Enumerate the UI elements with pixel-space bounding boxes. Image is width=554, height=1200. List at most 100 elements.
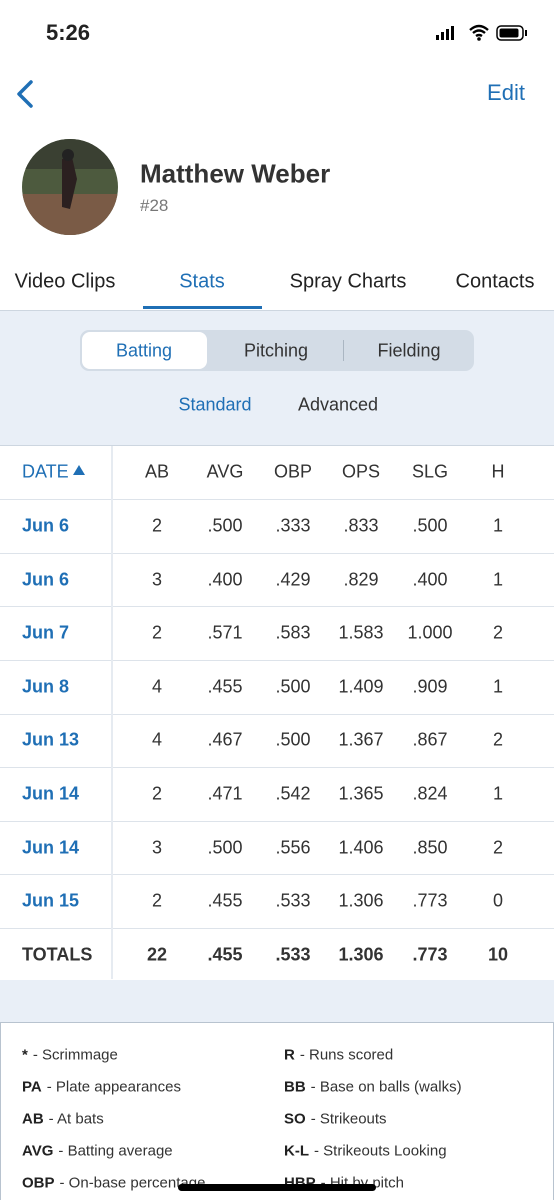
segment[interactable]: Pitching — [243, 340, 309, 361]
table-cell: .400 — [207, 569, 243, 590]
legend-key: K-L — [284, 1142, 309, 1160]
legend-desc: - At bats — [48, 1110, 104, 1128]
totals-cell: .773 — [412, 944, 448, 965]
tab[interactable]: Video Clips — [14, 270, 116, 293]
table-cell: .471 — [207, 783, 243, 804]
table-cell: .571 — [207, 622, 243, 643]
table-cell[interactable]: Jun 15 — [22, 890, 80, 911]
table-cell[interactable]: Jun 14 — [22, 837, 80, 858]
table-cell: .867 — [412, 729, 448, 750]
table-cell: 1.306 — [338, 890, 384, 911]
column-header[interactable]: AVG — [206, 461, 244, 482]
table-cell: .455 — [207, 676, 243, 697]
column-header[interactable]: H — [491, 461, 505, 482]
totals-cell: .533 — [275, 944, 311, 965]
table-cell: .429 — [275, 569, 311, 590]
player-number: #28 — [140, 196, 169, 215]
legend-desc: - Plate appearances — [46, 1078, 181, 1096]
status-icons — [436, 24, 527, 41]
table-cell: .467 — [207, 729, 243, 750]
totals-cell: 1.306 — [338, 944, 384, 965]
table-cell: .773 — [412, 890, 448, 911]
legend-box: * - Scrimmage R - Runs scored PA - Plate appe… — [0, 1022, 554, 1200]
table-cell[interactable]: Jun 14 — [22, 783, 80, 804]
row-separator — [0, 767, 554, 769]
table-cell: .833 — [343, 515, 379, 536]
row-separator — [0, 713, 554, 715]
totals-cell: TOTALS — [22, 944, 93, 965]
column-header[interactable]: DATE — [22, 461, 69, 482]
table-cell: .455 — [207, 890, 243, 911]
legend-key: R — [284, 1046, 295, 1064]
table-cell[interactable]: Jun 8 — [22, 676, 70, 697]
table-cell: 3 — [151, 837, 163, 858]
table-cell[interactable]: Jun 6 — [22, 569, 70, 590]
subtab[interactable]: Standard — [178, 394, 252, 415]
row-separator — [0, 552, 554, 554]
table-cell: 1.367 — [338, 729, 384, 750]
column-header[interactable]: OPS — [341, 461, 381, 482]
table-cell: .556 — [275, 837, 311, 858]
totals-cell: 22 — [146, 944, 168, 965]
player-name: Matthew Weber — [140, 158, 331, 189]
table-cell: 1 — [492, 783, 504, 804]
table-cell: 1.365 — [338, 783, 384, 804]
row-separator — [0, 820, 554, 822]
legend-desc: - Runs scored — [299, 1046, 394, 1064]
table-cell[interactable]: Jun 7 — [22, 622, 70, 643]
column-header[interactable]: OBP — [273, 461, 313, 482]
table-cell: 1 — [492, 676, 504, 697]
table-cell: 2 — [151, 890, 163, 911]
legend-key: PA — [22, 1078, 42, 1096]
table-cell: 2 — [151, 783, 163, 804]
table-cell: 4 — [151, 676, 163, 697]
back-button[interactable] — [14, 79, 38, 109]
legend-key: * — [22, 1046, 28, 1064]
column-divider — [111, 446, 113, 979]
legend-desc: - On-base percentage — [59, 1174, 206, 1192]
legend-key: SO — [284, 1110, 306, 1128]
row-separator — [0, 660, 554, 661]
legend-desc: - Scrimmage — [32, 1046, 118, 1064]
sort-arrow — [73, 465, 85, 475]
legend-key: OBP — [22, 1174, 55, 1192]
tab[interactable]: Stats — [179, 270, 225, 293]
edit-button[interactable]: Edit — [487, 80, 525, 105]
row-separator — [0, 606, 554, 608]
table-cell: .500 — [207, 837, 243, 858]
column-header[interactable]: SLG — [411, 461, 449, 482]
table-cell: .500 — [412, 515, 448, 536]
table-cell: 3 — [151, 569, 163, 590]
row-separator — [0, 874, 554, 876]
active-tab-indicator — [143, 306, 262, 309]
table-cell: 2 — [151, 622, 163, 643]
totals-cell: 10 — [487, 944, 509, 965]
table-cell: 1.583 — [338, 622, 384, 643]
status-time: 5:26 — [46, 20, 91, 45]
table-cell: 1.406 — [338, 837, 384, 858]
segment[interactable]: Batting — [115, 340, 173, 361]
segment-selected — [82, 332, 207, 369]
table-cell: .850 — [412, 837, 448, 858]
table-cell: 1.000 — [407, 622, 453, 643]
segment[interactable]: Fielding — [377, 340, 441, 361]
table-cell: 2 — [492, 837, 504, 858]
tab[interactable]: Contacts — [455, 270, 535, 293]
table-cell: 4 — [151, 729, 163, 750]
column-header[interactable]: AB — [144, 461, 170, 482]
table-cell: .500 — [207, 515, 243, 536]
subtab[interactable]: Advanced — [297, 394, 379, 415]
table-cell[interactable]: Jun 13 — [22, 729, 80, 750]
tab[interactable]: Spray Charts — [289, 270, 407, 293]
table-cell: .824 — [412, 783, 448, 804]
table-cell: .829 — [343, 569, 379, 590]
table-cell: .500 — [275, 729, 311, 750]
legend-desc: - Strikeouts Looking — [314, 1142, 447, 1160]
table-cell: 0 — [492, 890, 504, 911]
table-cell[interactable]: Jun 6 — [22, 515, 70, 536]
table-cell: .542 — [275, 783, 311, 804]
table-cell: 2 — [492, 729, 504, 750]
legend-key: BB — [284, 1078, 306, 1096]
avatar — [22, 139, 118, 235]
